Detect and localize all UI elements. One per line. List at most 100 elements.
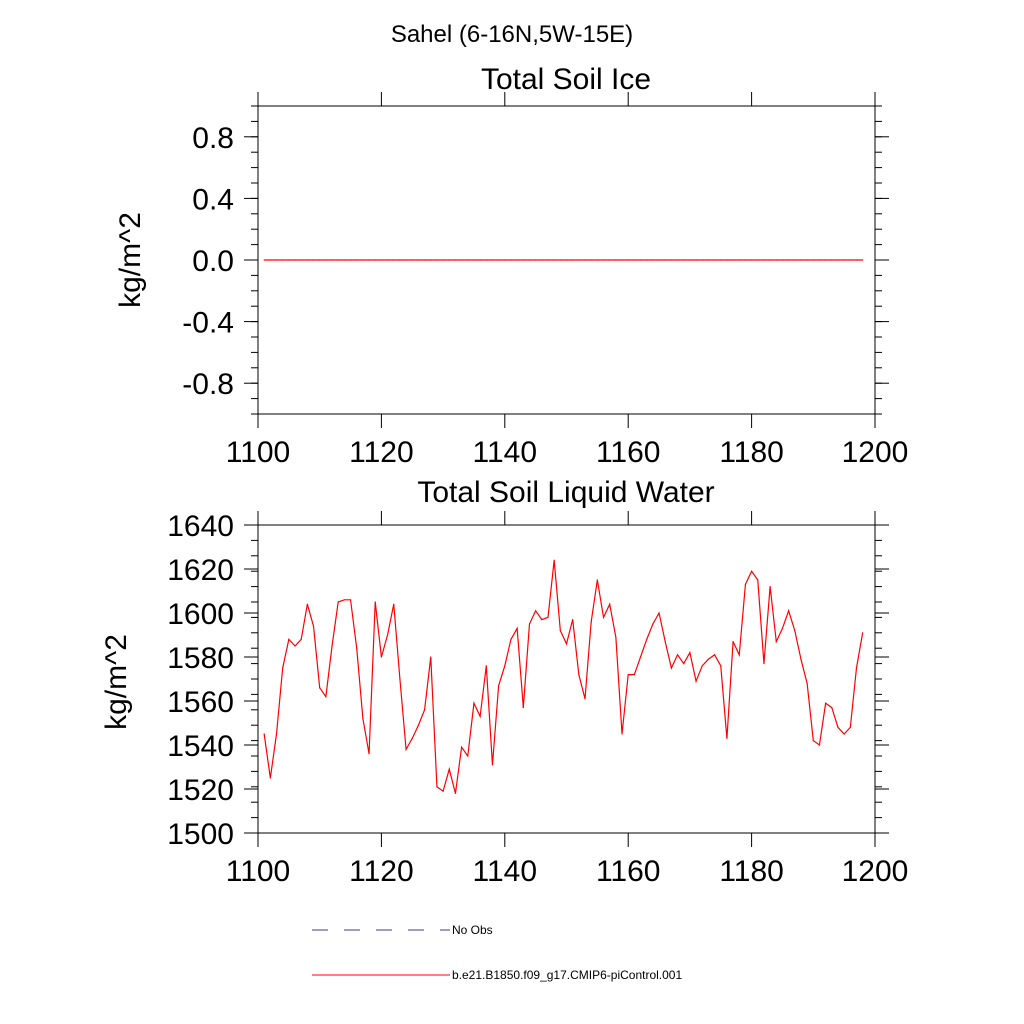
data-point [744,583,747,586]
data-point [646,259,648,261]
data-point [331,645,333,647]
data-point [541,259,543,261]
data-point [343,599,345,601]
data-point [491,259,494,261]
data-point [738,654,740,656]
data-point [602,259,605,261]
data-point [319,259,321,261]
data-point [602,616,605,619]
data-point [695,680,697,682]
data-point [676,654,679,656]
data-point [726,259,728,261]
data-point [288,638,290,641]
data-point [658,612,660,614]
data-point [720,665,722,667]
data-point [621,259,623,261]
data-point [775,641,777,643]
data-point [596,579,598,581]
data-point [794,259,796,261]
series-line [263,560,864,794]
data-point [300,638,302,641]
data-point [689,652,691,654]
data-point [325,696,327,698]
data-point [639,259,642,261]
data-point [855,667,858,669]
data-point [535,259,537,261]
data-point [454,792,457,795]
data-point [683,259,685,261]
data-point [720,259,722,261]
data-point [300,259,302,261]
axis-tick-labels: 1100 1120 1140 1160 1180 1200 0.8 0.4 0.0 -0.4 -0.… [182,122,908,469]
data-point [862,632,864,634]
panel-title: Total Soil Liquid Water [417,476,714,509]
data-point [288,259,290,261]
data-point [584,259,586,261]
data-point [751,570,753,572]
data-point [368,753,370,755]
data-point [522,707,524,709]
data-point [757,259,759,261]
data-point [701,665,703,667]
data-point [368,259,370,261]
y-tick-label: 1540 [167,730,234,763]
data-point [763,663,765,665]
data-point [448,768,450,770]
data-point [343,259,345,261]
data-point [565,643,568,645]
data-point [263,259,265,261]
data-point [664,641,666,643]
data-point [467,755,469,757]
axis-ticks [244,92,889,428]
data-point [695,259,697,261]
data-point [781,627,784,630]
data-point [788,610,790,612]
data-point [430,656,432,658]
data-point [812,740,814,742]
data-point [423,259,426,261]
data-point [627,674,629,676]
data-point [849,259,851,261]
axis-tick-labels: 1100 1120 1140 1160 1180 1200 1640 1620 1600 1580… [167,510,908,888]
figure-title: Sahel (6-16N,5W-15E) [391,21,633,48]
data-point [800,259,802,261]
data-point [405,748,407,751]
data-point [812,259,814,261]
data-point [473,702,475,704]
data-point [436,259,438,261]
y-tick-label: 0.0 [192,245,234,278]
x-tick-label: 1180 [719,436,784,469]
data-point [547,259,549,261]
data-point [442,790,444,792]
data-point [652,623,654,625]
data-point [806,259,808,261]
data-point [572,619,574,621]
y-tick-label: 1620 [167,554,234,587]
y-tick-label: 0.4 [192,183,234,216]
x-tick-label: 1100 [226,436,291,469]
data-point [818,259,821,261]
data-point [386,634,389,636]
data-point [565,259,568,261]
data-point [269,259,271,261]
data-point [479,259,481,261]
data-point [306,603,308,605]
data-point [393,259,395,261]
data-point [590,621,592,623]
data-point [609,603,611,605]
data-point [701,259,703,261]
data-point [337,259,339,261]
data-point [491,764,494,766]
data-point [485,259,487,261]
data-point [744,259,747,261]
data-point [578,259,580,261]
data-point [831,259,833,261]
data-point [275,733,278,735]
data-point [504,259,506,261]
data-point [510,638,512,641]
data-point [356,259,358,261]
data-point [442,259,444,261]
data-point [430,259,432,261]
data-point [825,702,827,704]
